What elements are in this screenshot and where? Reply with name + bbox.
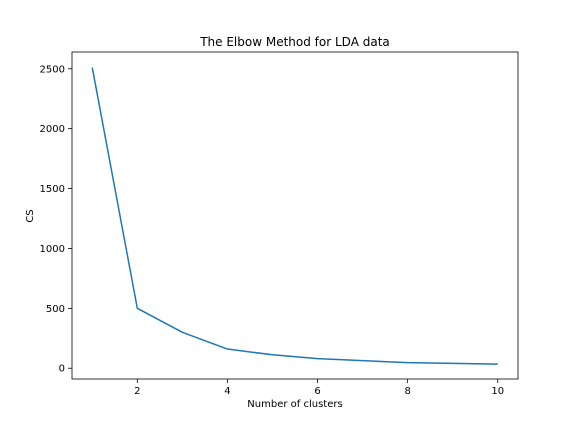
x-tick-label: 2: [134, 386, 140, 397]
x-tick-label: 10: [491, 386, 504, 397]
x-tick-label: 8: [404, 386, 410, 397]
chart-title: The Elbow Method for LDA data: [199, 35, 390, 49]
x-tick-label: 4: [224, 386, 230, 397]
y-tick-label: 1000: [40, 244, 65, 255]
y-tick-label: 500: [46, 304, 65, 315]
x-tick-label: 6: [314, 386, 320, 397]
plot-area: 2 4 6 8 10 0 500 1000 1500 2000 2500: [40, 51, 519, 397]
y-tick-label: 2500: [40, 64, 65, 75]
y-axis-label: CS: [25, 209, 36, 222]
x-axis-label: Number of clusters: [247, 399, 342, 410]
y-tick-label: 2000: [40, 124, 65, 135]
y-tick-label: 1500: [40, 184, 65, 195]
y-tick-label: 0: [59, 364, 65, 375]
axes-frame: [71, 51, 519, 380]
series-line-0: [91, 67, 498, 365]
